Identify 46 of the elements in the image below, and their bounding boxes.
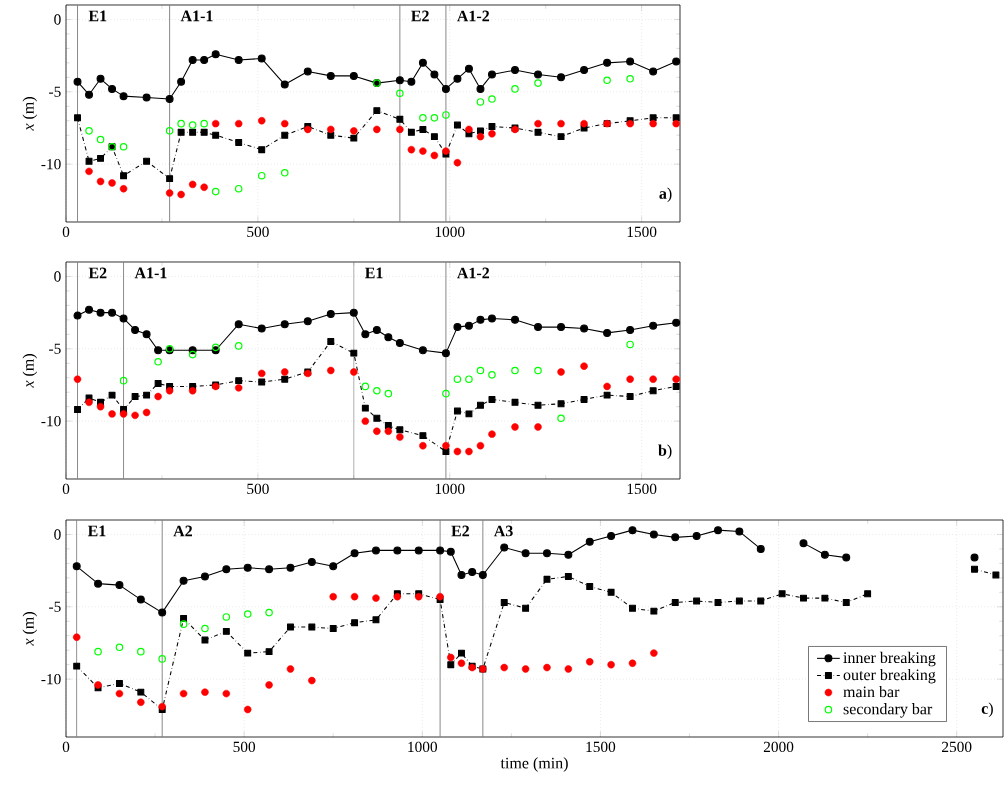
annotation: a) xyxy=(659,187,672,203)
x-tick-label: 500 xyxy=(247,226,269,238)
x-tick-label: 1000 xyxy=(408,741,438,753)
y-tick-label: -5 xyxy=(49,601,61,612)
y-tick-label: 0 xyxy=(54,529,61,540)
x-tick-label: 0 xyxy=(62,483,70,495)
y-tick-label: 0 xyxy=(54,271,61,282)
x-tick-label: 2000 xyxy=(763,741,794,753)
legend-label: inner breaking xyxy=(843,651,936,667)
ref-line-label: A1-1 xyxy=(180,10,213,22)
ref-line-label: E1 xyxy=(88,10,107,22)
y-tick-label: 0 xyxy=(54,14,61,25)
y-axis-title: x (m) xyxy=(22,612,38,646)
x-tick-label: 500 xyxy=(233,741,256,753)
y-tick-label: -5 xyxy=(49,86,61,97)
ref-line-label: E2 xyxy=(88,267,107,279)
x-tick-label: 2500 xyxy=(942,741,972,753)
x-tick-label: 1000 xyxy=(435,483,465,495)
ref-line-label: E2 xyxy=(451,525,470,537)
legend-label: secondary bar xyxy=(843,703,933,718)
ref-line-label: E2 xyxy=(411,10,429,22)
x-tick-label: 1000 xyxy=(435,226,465,238)
y-axis-title: x (m) xyxy=(22,354,38,388)
x-tick-label: 0 xyxy=(62,226,70,238)
y-tick-label: -10 xyxy=(41,673,61,685)
x-tick-label: 1500 xyxy=(586,741,616,753)
x-tick-label: 1500 xyxy=(627,483,657,495)
x-tick-label: 0 xyxy=(62,741,70,753)
ref-line-label: A3 xyxy=(493,525,513,537)
legend-label: main bar xyxy=(843,686,900,698)
x-tick-label: 1500 xyxy=(627,226,657,238)
y-tick-label: -10 xyxy=(41,158,61,170)
legend-label: outer breaking xyxy=(843,668,936,684)
ref-line-label: A2 xyxy=(173,525,192,537)
y-tick-label: -5 xyxy=(49,343,61,354)
ref-line-label: A1-2 xyxy=(457,10,490,22)
y-axis-title: x (m) xyxy=(22,97,38,131)
ref-line-label: E1 xyxy=(87,525,106,537)
x-tick-label: 500 xyxy=(247,483,269,495)
annotation: b) xyxy=(658,444,672,460)
ref-line-label: A1-2 xyxy=(457,267,490,279)
annotation: c) xyxy=(981,702,993,718)
ref-line-label: A1-1 xyxy=(134,267,167,279)
x-axis-title: time (min) xyxy=(500,757,568,772)
y-tick-label: -10 xyxy=(41,415,61,427)
ref-line-label: E1 xyxy=(365,267,383,279)
